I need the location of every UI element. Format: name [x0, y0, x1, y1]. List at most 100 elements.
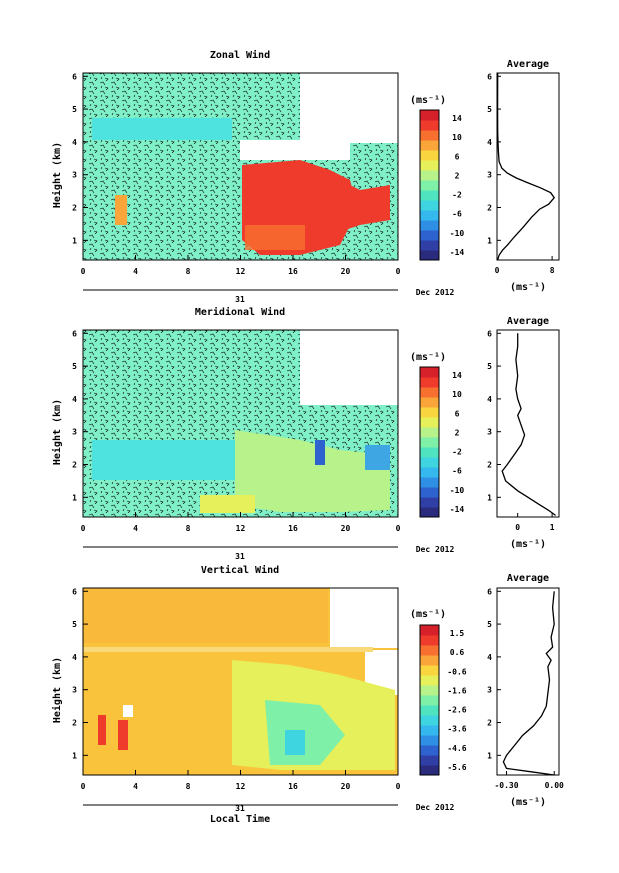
zonal-colorbar-tick: -14	[450, 248, 465, 257]
vertical-profile-ytick-label: 1	[487, 751, 492, 760]
zonal-xtick-label: 0	[81, 267, 86, 276]
vertical-ytick-label: 6	[72, 587, 77, 596]
vertical-colorbar-frame	[419, 624, 440, 776]
zonal-heatmap	[83, 73, 398, 260]
meridional-xtick-label: 4	[133, 524, 138, 533]
zonal-ytick-label: 2	[72, 204, 77, 213]
meridional-colorbar-segment	[420, 417, 439, 428]
vertical-colorbar-tick: -2.6	[447, 706, 466, 715]
meridional-profile-ytick-label: 2	[487, 461, 492, 470]
vertical-xtick-label: 16	[288, 782, 298, 791]
zonal-y-axis: 1 2 3 4 5 6	[72, 72, 88, 245]
meridional-colorbar: 14 10 6 2 -2 -6 -10 -14	[419, 366, 465, 518]
vertical-colorbar-segment	[420, 765, 439, 776]
zonal-colorbar-unit: (ms⁻¹)	[410, 95, 446, 106]
zonal-colorbar-segment	[420, 130, 439, 141]
vertical-colorbar-unit: (ms⁻¹)	[410, 609, 446, 620]
vertical-profile-axes: 1 2 3 4 5 6 -0.30 0.00	[487, 587, 564, 790]
meridional-yellow-patch	[200, 495, 255, 513]
meridional-profile-ytick-label: 3	[487, 428, 492, 437]
meridional-ytick-label: 6	[72, 329, 77, 338]
meridional-colorbar-segment	[420, 467, 439, 478]
vertical-colorbar-segment	[420, 755, 439, 766]
zonal-xtick-label: 12	[236, 267, 246, 276]
meridional-colorbar-segment	[420, 487, 439, 498]
zonal-profile-line	[496, 72, 556, 261]
vertical-xtick-label: 12	[236, 782, 246, 791]
meridional-profile-ytick-label: 1	[487, 493, 492, 502]
meridional-cyan-region	[92, 440, 242, 480]
meridional-xtick-label: 16	[288, 524, 298, 533]
meridional-ytick-label: 3	[72, 428, 77, 437]
zonal-ytick-label: 3	[72, 171, 77, 180]
zonal-gap	[240, 140, 350, 160]
meridional-colorbar-segment	[420, 497, 439, 508]
vertical-colorbar-segment	[420, 745, 439, 756]
meridional-ytick-label: 1	[72, 493, 77, 502]
vertical-ytick-label: 2	[72, 719, 77, 728]
zonal-xtick-label: 4	[133, 267, 138, 276]
vertical-colorbar-tick: 0.6	[450, 648, 465, 657]
zonal-date-tick: 31	[235, 295, 245, 304]
vertical-profile-ytick-label: 6	[487, 587, 492, 596]
vertical-colorbar-tick: -0.6	[447, 667, 466, 676]
vertical-colorbar-segment	[420, 655, 439, 666]
vertical-colorbar-tick: -4.6	[447, 744, 466, 753]
vertical-profile-ytick-label: 4	[487, 653, 492, 662]
zonal-colorbar-segment	[420, 210, 439, 221]
zonal-colorbar-segment	[420, 150, 439, 161]
vertical-stripe	[83, 647, 373, 652]
vertical-ytick-label: 4	[72, 653, 77, 662]
meridional-profile-line	[501, 333, 556, 516]
vertical-profile-ytick-label: 2	[487, 719, 492, 728]
zonal-colorbar-segment	[420, 230, 439, 241]
meridional-profile-ytick-label: 5	[487, 362, 492, 371]
meridional-xtick-label: 20	[341, 524, 351, 533]
vertical-y-axis: 1 2 3 4 5 6	[72, 587, 88, 760]
vertical-colorbar-tick: 1.5	[450, 629, 465, 638]
vertical-colorbar-tick: -5.6	[447, 763, 466, 772]
zonal-profile-axes: 1 2 3 4 5 6 0 8	[487, 72, 555, 275]
vertical-profile-line	[502, 591, 555, 776]
meridional-colorbar-segment	[420, 457, 439, 468]
zonal-colorbar-tick: -10	[450, 229, 465, 238]
meridional-colorbar-tick: 6	[455, 409, 460, 418]
zonal-colorbar-segment	[420, 120, 439, 131]
vertical-profile-ytick-label: 3	[487, 686, 492, 695]
meridional-colorbar-frame	[419, 366, 440, 518]
zonal-colorbar-segment	[420, 240, 439, 251]
meridional-xtick-label: 0	[396, 524, 401, 533]
meridional-heatmap	[83, 330, 398, 517]
zonal-ytick-label: 4	[72, 138, 77, 147]
meridional-colorbar-segment	[420, 407, 439, 418]
vertical-colorbar-tick: -1.6	[447, 686, 466, 695]
meridional-colorbar-tick: -6	[452, 467, 462, 476]
vertical-title: Vertical Wind	[201, 564, 279, 576]
meridional-colorbar-segment	[420, 427, 439, 438]
zonal-xtick-label: 0	[396, 267, 401, 276]
meridional-colorbar-segment	[420, 397, 439, 408]
zonal-profile-xtick-label: 0	[495, 266, 500, 275]
vertical-colorbar-segment	[420, 685, 439, 696]
zonal-ytick-label: 1	[72, 236, 77, 245]
vertical-colorbar-segment	[420, 725, 439, 736]
zonal-colorbar-segment	[420, 180, 439, 191]
zonal-colorbar-segment	[420, 110, 439, 121]
vertical-cyan-patch	[285, 730, 305, 755]
zonal-profile: Average 1 2 3 4 5 6 0 8 (ms⁻¹)	[487, 59, 560, 293]
zonal-orange-patch-2	[245, 225, 305, 250]
meridional-ytick-label: 5	[72, 362, 77, 371]
zonal-afternoon-region-2	[300, 175, 390, 235]
meridional-colorbar-segment	[420, 447, 439, 458]
vertical-colorbar-segment	[420, 635, 439, 646]
zonal-colorbar-tick: -2	[452, 191, 462, 200]
vertical-x-axis: 0 4 8 12 16 20 0	[81, 770, 401, 791]
zonal-profile-frame	[496, 72, 560, 261]
vertical-profile-xtick-label: -0.30	[494, 781, 518, 790]
vertical-profile-xtick-label: 0.00	[545, 781, 564, 790]
zonal-date-label: Dec 2012	[416, 288, 455, 297]
vertical-colorbar-tick: -3.6	[447, 725, 466, 734]
meridional-colorbar-tick: -10	[450, 486, 465, 495]
